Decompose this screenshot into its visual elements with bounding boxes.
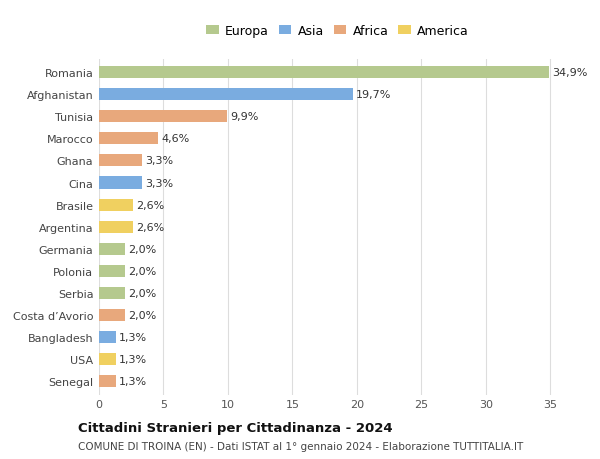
Bar bbox=[99, 265, 125, 277]
Text: 4,6%: 4,6% bbox=[161, 134, 190, 144]
Text: 2,6%: 2,6% bbox=[136, 200, 164, 210]
Bar bbox=[99, 287, 125, 299]
Bar bbox=[99, 199, 133, 211]
Bar bbox=[99, 375, 116, 387]
Legend: Europa, Asia, Africa, America: Europa, Asia, Africa, America bbox=[203, 22, 472, 40]
Text: 2,0%: 2,0% bbox=[128, 288, 156, 298]
Text: COMUNE DI TROINA (EN) - Dati ISTAT al 1° gennaio 2024 - Elaborazione TUTTITALIA.: COMUNE DI TROINA (EN) - Dati ISTAT al 1°… bbox=[78, 441, 523, 451]
Bar bbox=[99, 353, 116, 365]
Text: 2,0%: 2,0% bbox=[128, 266, 156, 276]
Bar bbox=[99, 111, 227, 123]
Text: 1,3%: 1,3% bbox=[119, 376, 147, 386]
Text: 3,3%: 3,3% bbox=[145, 178, 173, 188]
Bar bbox=[99, 155, 142, 167]
Bar bbox=[99, 243, 125, 255]
Text: 1,3%: 1,3% bbox=[119, 332, 147, 342]
Text: 2,6%: 2,6% bbox=[136, 222, 164, 232]
Bar bbox=[99, 67, 549, 79]
Bar bbox=[99, 221, 133, 233]
Text: 2,0%: 2,0% bbox=[128, 244, 156, 254]
Text: 19,7%: 19,7% bbox=[356, 90, 392, 100]
Bar bbox=[99, 133, 158, 145]
Text: Cittadini Stranieri per Cittadinanza - 2024: Cittadini Stranieri per Cittadinanza - 2… bbox=[78, 421, 392, 434]
Bar bbox=[99, 309, 125, 321]
Text: 34,9%: 34,9% bbox=[552, 68, 587, 78]
Bar bbox=[99, 89, 353, 101]
Bar bbox=[99, 177, 142, 189]
Text: 9,9%: 9,9% bbox=[230, 112, 258, 122]
Text: 3,3%: 3,3% bbox=[145, 156, 173, 166]
Bar bbox=[99, 331, 116, 343]
Text: 2,0%: 2,0% bbox=[128, 310, 156, 320]
Text: 1,3%: 1,3% bbox=[119, 354, 147, 364]
